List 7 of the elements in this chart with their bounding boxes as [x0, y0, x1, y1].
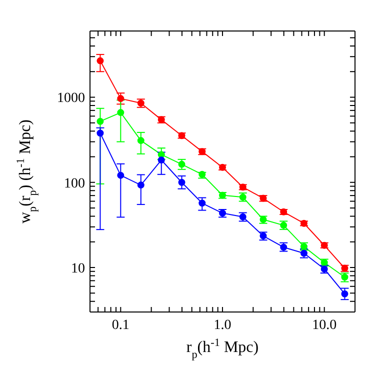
y-tick-label: 10: [71, 261, 85, 276]
x-tick-label: 1.0: [214, 318, 232, 333]
y-tick-label: 100: [64, 176, 85, 192]
x-axis-title: r$_{p}$(h$^{-1}$ Mpc): [186, 337, 259, 361]
y-tick-label: 1000: [57, 91, 85, 106]
x-tick-label: 0.1: [112, 318, 130, 333]
x-tick-label: 10.0: [312, 318, 337, 333]
